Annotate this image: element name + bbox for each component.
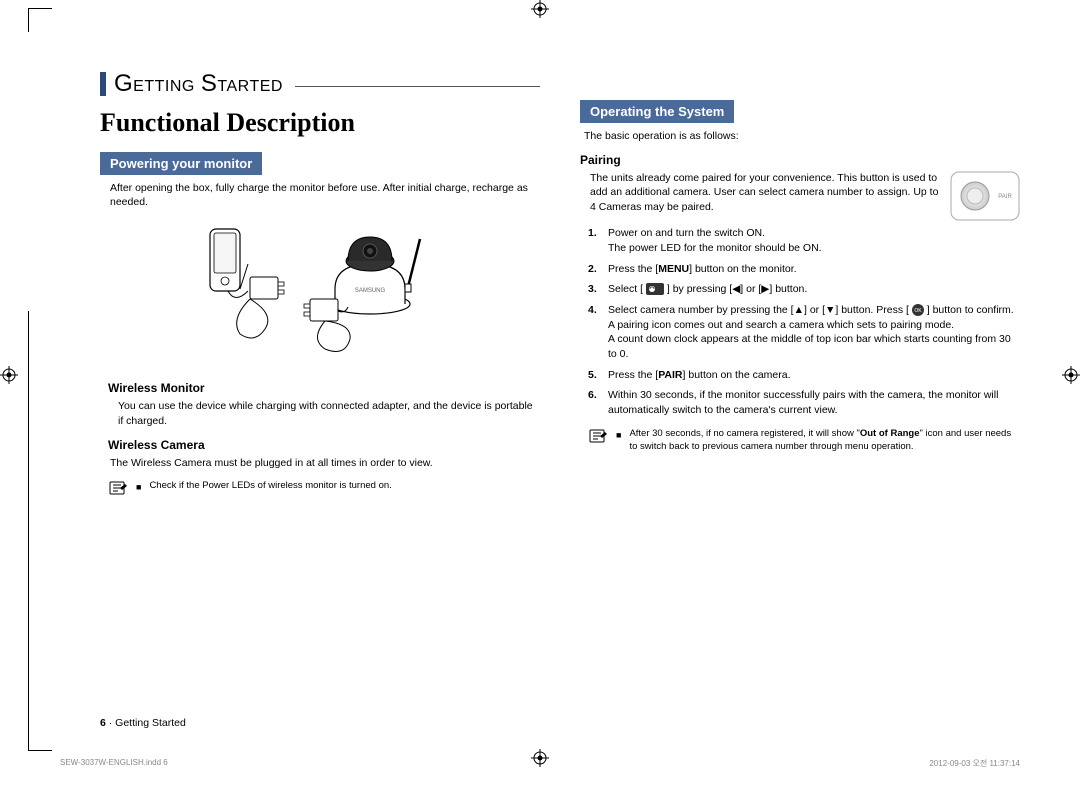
left-column: GETTING STARTED Functional Description P… bbox=[100, 70, 540, 729]
page-title: Functional Description bbox=[100, 108, 540, 138]
step-text: Press the [PAIR] button on the camera. bbox=[608, 368, 1020, 383]
step-text: Select camera number by pressing the [▲]… bbox=[608, 303, 1020, 362]
step-item: 6.Within 30 seconds, if the monitor succ… bbox=[588, 388, 1020, 417]
svg-text:SAMSUNG: SAMSUNG bbox=[355, 288, 386, 294]
page-footer-label: · Getting Started bbox=[109, 717, 186, 729]
wireless-camera-text: The Wireless Camera must be plugged in a… bbox=[100, 456, 540, 470]
step-item: 5. Press the [PAIR] button on the camera. bbox=[588, 368, 1020, 383]
step-text: Power on and turn the switch ON.The powe… bbox=[608, 226, 1020, 255]
step-text: Select [ ] by pressing [◀] or [▶] button… bbox=[608, 282, 1020, 297]
note-row: ■ Check if the Power LEDs of wireless mo… bbox=[100, 480, 540, 501]
step-item: 4.Select camera number by pressing the [… bbox=[588, 303, 1020, 362]
powering-text: After opening the box, fully charge the … bbox=[100, 181, 540, 209]
section-heading: GETTING STARTED bbox=[100, 70, 540, 98]
step-number: 2. bbox=[588, 262, 602, 277]
print-timestamp: 2012-09-03 오전 11:37:14 bbox=[929, 758, 1020, 769]
step-number: 1. bbox=[588, 226, 602, 255]
print-filename: SEW-3037W-ENGLISH.indd 6 bbox=[60, 758, 168, 769]
registration-mark-left bbox=[0, 366, 18, 384]
page-number: 6 bbox=[100, 717, 106, 729]
note-text-2: After 30 seconds, if no camera registere… bbox=[629, 428, 1020, 454]
accent-bar bbox=[100, 72, 106, 96]
step-text: Press the [MENU] button on the monitor. bbox=[608, 262, 1020, 277]
right-column: Operating the System The basic operation… bbox=[580, 70, 1020, 729]
note-icon bbox=[108, 480, 128, 501]
wireless-camera-heading: Wireless Camera bbox=[108, 438, 540, 452]
crop-mark-bl bbox=[28, 311, 52, 751]
step-number: 4. bbox=[588, 303, 602, 362]
page-footer: 6 · Getting Started bbox=[100, 717, 186, 729]
wireless-monitor-heading: Wireless Monitor bbox=[108, 381, 540, 395]
crop-mark-tl bbox=[28, 8, 52, 32]
pair-button-illustration: PAIR bbox=[950, 171, 1020, 226]
step-item: 3. Select [ ] by pressing [◀] or [▶] butt… bbox=[588, 282, 1020, 297]
subsection-powering: Powering your monitor bbox=[100, 152, 262, 175]
note-icon bbox=[588, 428, 608, 449]
pairing-steps: 1.Power on and turn the switch ON.The po… bbox=[580, 226, 1020, 418]
pairing-heading: Pairing bbox=[580, 153, 1020, 167]
wireless-monitor-text: You can use the device while charging wi… bbox=[100, 399, 540, 427]
pair-label: PAIR bbox=[998, 194, 1012, 200]
section-title: GETTING STARTED bbox=[114, 70, 283, 98]
print-footer: SEW-3037W-ENGLISH.indd 6 2012-09-03 오전 1… bbox=[60, 758, 1020, 769]
bullet-icon: ■ bbox=[136, 481, 141, 494]
page-content: GETTING STARTED Functional Description P… bbox=[100, 70, 1020, 729]
step-item: 2. Press the [MENU] button on the monitor… bbox=[588, 262, 1020, 277]
subsection-operating: Operating the System bbox=[580, 100, 734, 123]
step-number: 6. bbox=[588, 388, 602, 417]
note-text: Check if the Power LEDs of wireless moni… bbox=[149, 480, 391, 493]
step-number: 3. bbox=[588, 282, 602, 297]
registration-mark-top bbox=[531, 0, 549, 18]
registration-mark-right bbox=[1062, 366, 1080, 384]
bullet-icon: ■ bbox=[616, 429, 621, 442]
svg-text:OK: OK bbox=[914, 308, 922, 314]
operating-intro: The basic operation is as follows: bbox=[580, 129, 1020, 143]
step-item: 1.Power on and turn the switch ON.The po… bbox=[588, 226, 1020, 255]
device-illustration: SAMSUNG bbox=[180, 219, 460, 369]
section-underline bbox=[295, 86, 540, 87]
pairing-block: PAIR The units already come paired for y… bbox=[580, 171, 1020, 226]
step-text: Within 30 seconds, if the monitor succes… bbox=[608, 388, 1020, 417]
step-number: 5. bbox=[588, 368, 602, 383]
note-row-2: ■ After 30 seconds, if no camera registe… bbox=[580, 428, 1020, 454]
